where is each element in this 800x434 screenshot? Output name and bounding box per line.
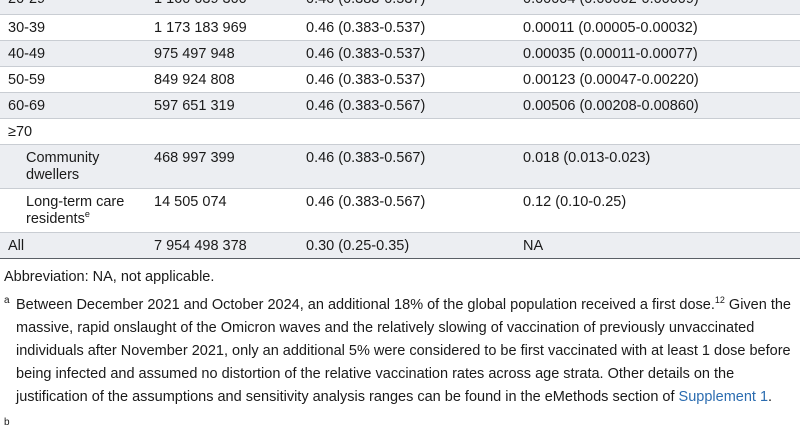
ifr-cell: 0.00506 (0.00208-0.00860) bbox=[515, 92, 800, 118]
ifr-cell: 0.00011 (0.00005-0.00032) bbox=[523, 19, 698, 36]
age-cell: 40-49 bbox=[0, 40, 146, 66]
footnote-b-marker: b bbox=[4, 417, 10, 428]
table-row-total: All 7 954 498 378 0.30 (0.25-0.35) NA bbox=[0, 232, 800, 258]
population-cell: 1 160 039 300 bbox=[146, 0, 298, 14]
population-cell: 7 954 498 378 bbox=[146, 232, 298, 258]
table-row: 20-29 1 160 039 300 0.46 (0.383-0.537) 0… bbox=[0, 0, 800, 14]
ratio-cell: 0.46 (0.383-0.537) bbox=[298, 0, 515, 14]
footnote-a-text: Between December 2021 and October 2024, … bbox=[16, 294, 798, 409]
footnote-a-text-part2: Given the massive, rapid onslaught of th… bbox=[16, 297, 791, 405]
table-row: 60-69 597 651 319 0.46 (0.383-0.567) 0.0… bbox=[0, 92, 800, 118]
population-cell bbox=[146, 118, 298, 144]
age-group-header: ≥70 bbox=[8, 123, 33, 140]
age-cell: 30-39 bbox=[8, 19, 46, 36]
population-cell: 597 651 319 bbox=[146, 92, 298, 118]
ratio-cell: 0.46 (0.383-0.537) bbox=[298, 40, 515, 66]
footnote-a: a Between December 2021 and October 2024… bbox=[4, 294, 798, 409]
ratio-cell: 0.46 (0.383-0.567) bbox=[298, 144, 515, 188]
ifr-cell bbox=[515, 118, 800, 144]
ratio-cell: 0.46 (0.383-0.567) bbox=[306, 193, 426, 210]
age-cell: 60-69 bbox=[0, 92, 146, 118]
footnote-a-end: . bbox=[768, 389, 773, 405]
age-cell: Long-term care residentse bbox=[0, 188, 146, 232]
ratio-cell: 0.46 (0.383-0.567) bbox=[298, 92, 515, 118]
ifr-cell: 0.00035 (0.00011-0.00077) bbox=[515, 40, 800, 66]
footnote-marker: e bbox=[84, 208, 90, 219]
age-line: Community bbox=[26, 149, 100, 166]
ratio-cell: 0.46 (0.383-0.537) bbox=[306, 71, 426, 88]
abbreviation-note: Abbreviation: NA, not applicable. bbox=[4, 269, 215, 285]
ratio-cell bbox=[298, 118, 515, 144]
ifr-cell: 0.00004 (0.00002-0.00009) bbox=[515, 0, 800, 14]
supplement-link[interactable]: Supplement 1 bbox=[678, 389, 769, 405]
table-row: 40-49 975 497 948 0.46 (0.383-0.537) 0.0… bbox=[0, 40, 800, 66]
age-line-text: residents bbox=[26, 210, 85, 227]
population-cell: 468 997 399 bbox=[146, 144, 298, 188]
ifr-cell: NA bbox=[515, 232, 800, 258]
age-line: residentse bbox=[26, 208, 138, 228]
ifr-cell: 0.00123 (0.00047-0.00220) bbox=[523, 71, 699, 88]
age-cell: 20-29 bbox=[0, 0, 146, 14]
table-row: Long-term care residentse 14 505 074 0.4… bbox=[0, 188, 800, 232]
age-cell: 50-59 bbox=[8, 71, 46, 88]
population-cell: 14 505 074 bbox=[154, 193, 227, 210]
age-cell: Community dwellers bbox=[0, 144, 146, 188]
age-line: dwellers bbox=[26, 166, 80, 183]
table-row: Community dwellers 468 997 399 0.46 (0.3… bbox=[0, 144, 800, 188]
population-cell: 1 173 183 969 bbox=[154, 19, 247, 36]
footnote-a-text-part1: Between December 2021 and October 2024, … bbox=[16, 297, 715, 313]
data-table-container: 20-29 1 160 039 300 0.46 (0.383-0.537) 0… bbox=[0, 0, 800, 258]
ifr-cell: 0.12 (0.10-0.25) bbox=[523, 193, 627, 210]
population-cell: 849 924 808 bbox=[154, 71, 235, 88]
table-row: ≥70 bbox=[0, 118, 800, 144]
ratio-cell: 0.30 (0.25-0.35) bbox=[298, 232, 515, 258]
table-row: 30-39 1 173 183 969 0.46 (0.383-0.537) 0… bbox=[0, 14, 800, 40]
ifr-cell: 0.018 (0.013-0.023) bbox=[515, 144, 800, 188]
footnote-a-marker: a bbox=[4, 295, 10, 306]
reference-marker: 12 bbox=[714, 295, 725, 306]
data-table: 20-29 1 160 039 300 0.46 (0.383-0.537) 0… bbox=[0, 0, 800, 258]
ratio-cell: 0.46 (0.383-0.537) bbox=[306, 19, 426, 36]
age-line: Long-term care bbox=[26, 193, 125, 210]
table-row: 50-59 849 924 808 0.46 (0.383-0.537) 0.0… bbox=[0, 66, 800, 92]
population-cell: 975 497 948 bbox=[146, 40, 298, 66]
age-cell: All bbox=[0, 232, 146, 258]
